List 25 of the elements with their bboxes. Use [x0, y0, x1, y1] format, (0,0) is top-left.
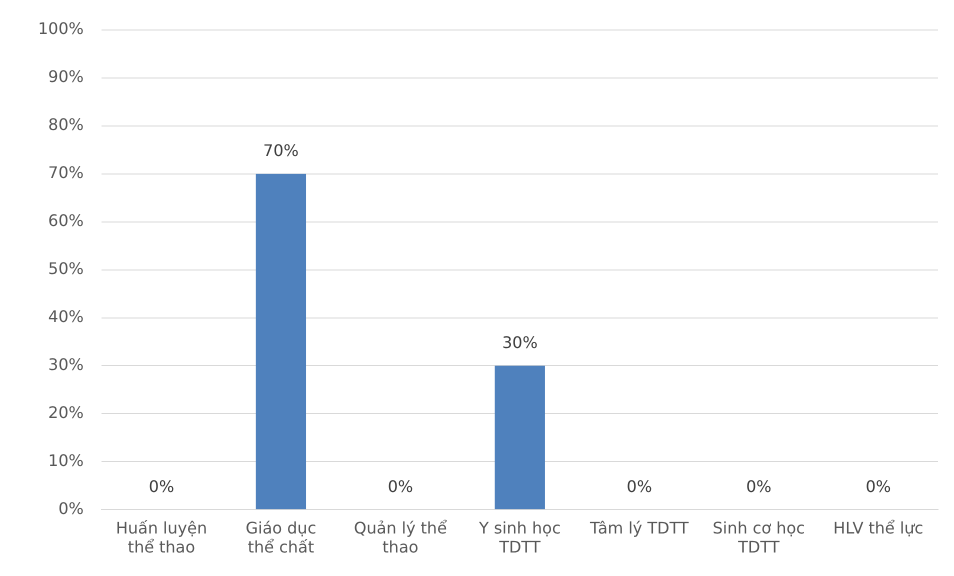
y-tick-label: 80% [48, 115, 84, 134]
y-tick-label: 40% [48, 306, 84, 326]
data-label: 0% [626, 476, 652, 496]
x-tick-label: HLV thể lực [833, 518, 924, 538]
data-label: 0% [148, 476, 174, 496]
data-label: 0% [866, 476, 891, 496]
y-tick-label: 10% [48, 450, 84, 470]
x-tick-label: Giáo dục thể chất [246, 518, 316, 557]
x-tick-label: Sinh cơ học TDTT [712, 518, 805, 557]
y-tick-label: 60% [48, 210, 84, 230]
data-label: 70% [263, 141, 299, 160]
x-tick-label: Tâm lý TDTT [588, 518, 689, 538]
data-label: 0% [746, 476, 772, 496]
y-tick-label: 70% [48, 163, 84, 182]
x-tick-label: Y sinh học TDTT [478, 518, 561, 557]
y-tick-label: 90% [48, 67, 84, 86]
data-label: 0% [388, 476, 414, 496]
y-tick-label: 100% [38, 19, 84, 38]
y-tick-label: 0% [58, 498, 84, 518]
x-tick-label: Huấn luyện thể thao [116, 518, 208, 557]
y-tick-label: 30% [48, 354, 84, 374]
y-tick-label: 50% [48, 258, 84, 278]
data-label: 30% [502, 332, 538, 352]
x-tick-label: Quản lý thể thao [354, 518, 448, 557]
y-tick-label: 20% [48, 402, 84, 422]
